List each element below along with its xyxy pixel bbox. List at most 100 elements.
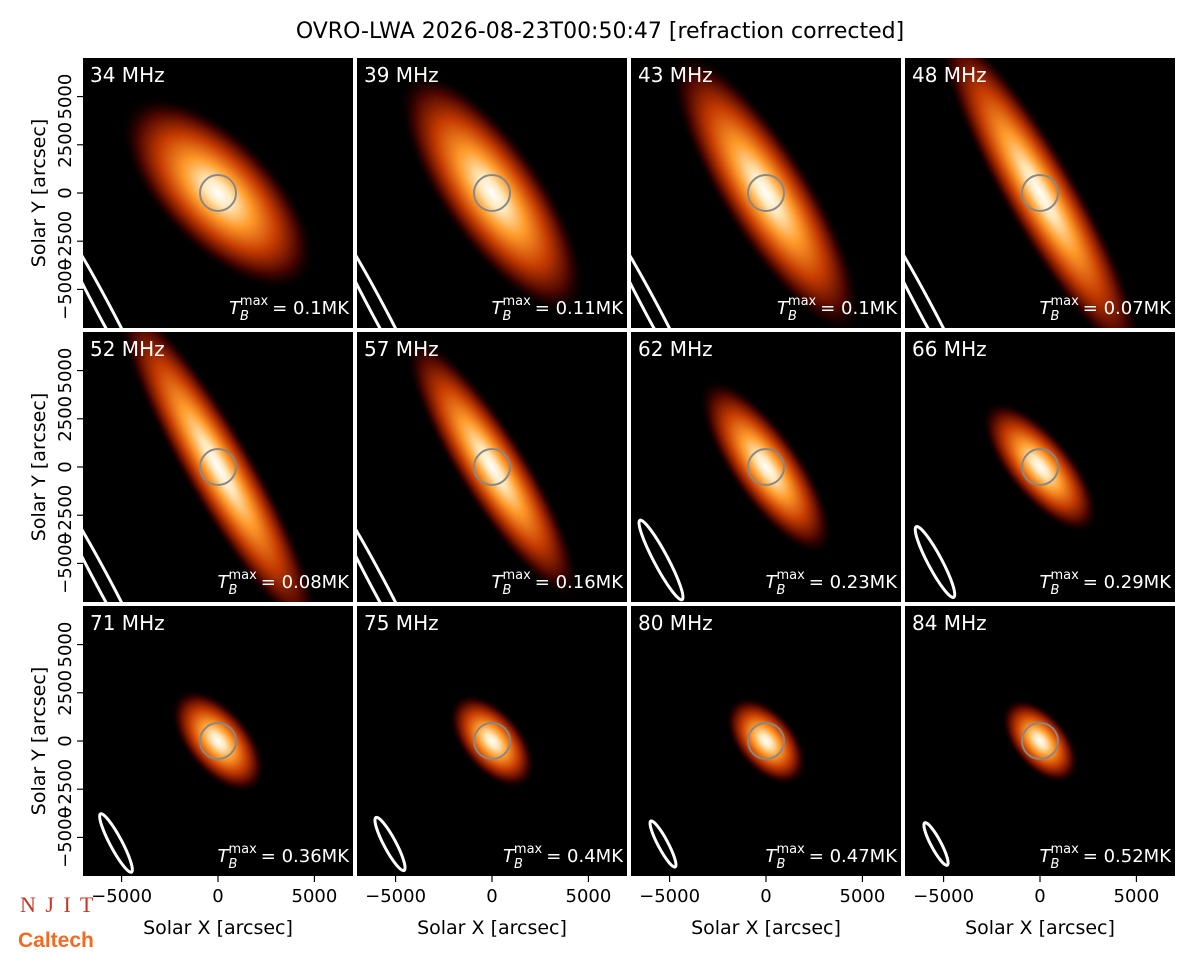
y-tick-label: −5000: [55, 533, 76, 594]
panel-image: [83, 332, 321, 602]
panel-image: [922, 698, 1079, 867]
label-symbol: T: [229, 298, 242, 319]
panel: 84 MHz TBmax = 0.52MK −5000 0 5000 Solar X [ar…: [905, 606, 1175, 939]
label-symbol: T: [492, 298, 505, 319]
label-symbol: T: [766, 846, 779, 867]
brightness-label: TBmax = 0.16MK: [492, 568, 625, 598]
y-tick-label: 2500: [55, 122, 76, 168]
label-subscript: B: [240, 309, 249, 324]
emission: [725, 696, 807, 786]
frequency-label: 43 MHz: [638, 63, 713, 87]
panel: 39 MHz TBmax = 0.11MK: [357, 58, 627, 328]
label-superscript: max: [1050, 568, 1079, 583]
brightness-label: TBmax = 0.52MK: [1040, 842, 1173, 872]
x-tick-label: −5000: [913, 886, 974, 907]
beam: [357, 487, 429, 602]
label-superscript: max: [228, 842, 257, 857]
emission: [115, 332, 321, 602]
label-superscript: max: [228, 568, 257, 583]
panel-image: [637, 378, 834, 602]
frequency-label: 62 MHz: [638, 337, 713, 361]
panel: 75 MHz TBmax = 0.4MK −5000 0 5000 Solar X [arc…: [357, 606, 627, 939]
beam: [98, 812, 134, 874]
y-axis-label: Solar Y [arcsec]: [28, 393, 50, 541]
beam: [648, 819, 678, 869]
label-subscript: B: [229, 857, 238, 872]
y-tick-label: 5000: [55, 74, 76, 120]
label-superscript: max: [776, 842, 805, 857]
x-tick-label: 0: [1034, 886, 1045, 907]
emission: [981, 400, 1099, 534]
y-tick-label: 5000: [55, 622, 76, 668]
frequency-label: 48 MHz: [912, 63, 987, 87]
label-subscript: B: [503, 583, 512, 598]
emission: [120, 95, 316, 291]
label-symbol: T: [777, 298, 790, 319]
panel: 80 MHz TBmax = 0.47MK −5000 0 5000 Solar X [ar…: [631, 606, 901, 939]
x-axis-label: Solar X [arcsec]: [691, 917, 841, 939]
label-subscript: B: [1051, 309, 1060, 324]
label-subscript: B: [229, 583, 238, 598]
y-axis-label: Solar Y [arcsec]: [28, 667, 50, 815]
frequency-label: 39 MHz: [364, 63, 439, 87]
frequency-label: 80 MHz: [638, 611, 713, 635]
brightness-label: TBmax = 0.29MK: [1040, 568, 1173, 598]
panel-image: [357, 70, 586, 328]
panel-image: [83, 95, 316, 328]
emission: [670, 58, 862, 328]
x-tick-label: −5000: [91, 886, 152, 907]
x-tick-label: 0: [212, 886, 223, 907]
x-tick-label: 5000: [292, 886, 338, 907]
beam: [905, 213, 977, 328]
panel-image: [373, 693, 536, 873]
y-tick-label: 5000: [55, 348, 76, 394]
panel: 62 MHz TBmax = 0.23MK: [631, 332, 901, 602]
solar-disk: [1021, 722, 1059, 760]
frequency-label: 75 MHz: [364, 611, 439, 635]
brightness-label: TBmax = 0.07MK: [1040, 294, 1173, 324]
brightness-label: TBmax = 0.23MK: [766, 568, 899, 598]
panel-image: [905, 58, 1143, 328]
emission: [1001, 698, 1079, 784]
label-superscript: max: [514, 842, 543, 857]
label-subscript: B: [1051, 583, 1060, 598]
x-tick-label: 0: [760, 886, 771, 907]
njit-logo: N J I T: [20, 892, 95, 917]
beam: [631, 213, 703, 328]
label-symbol: T: [766, 572, 779, 593]
frequency-label: 57 MHz: [364, 337, 439, 361]
value-label: = 0.11MK: [535, 298, 624, 319]
value-label: = 0.29MK: [1083, 572, 1172, 593]
panel-image: [98, 688, 266, 874]
value-label: = 0.16MK: [535, 572, 624, 593]
label-superscript: max: [240, 294, 269, 309]
value-label: = 0.4MK: [546, 846, 624, 867]
label-subscript: B: [777, 583, 786, 598]
frequency-label: 84 MHz: [912, 611, 987, 635]
label-symbol: T: [1040, 298, 1053, 319]
label-symbol: T: [218, 572, 231, 593]
value-label: = 0.52MK: [1083, 846, 1172, 867]
frequency-label: 52 MHz: [90, 337, 165, 361]
value-label: = 0.1MK: [272, 298, 350, 319]
label-superscript: max: [788, 294, 817, 309]
solar-disk: [747, 174, 785, 212]
label-superscript: max: [502, 294, 531, 309]
y-tick-label: −2500: [55, 211, 76, 272]
brightness-label: TBmax = 0.1MK: [777, 294, 898, 324]
beam: [83, 487, 155, 602]
solar-disk: [199, 174, 237, 212]
frequency-label: 66 MHz: [912, 337, 987, 361]
brightness-label: TBmax = 0.11MK: [492, 294, 625, 324]
emission: [937, 58, 1143, 328]
emission: [398, 70, 586, 316]
value-label: = 0.23MK: [809, 572, 898, 593]
caltech-logo: Caltech: [18, 929, 94, 952]
beam: [357, 213, 429, 328]
panel: 57 MHz TBmax = 0.16MK: [357, 332, 627, 602]
label-subscript: B: [777, 857, 786, 872]
solar-disk: [1021, 174, 1059, 212]
panel: 34 MHz TBmax = 0.1MK −5000−2500 0 25005000Sol…: [28, 58, 353, 328]
value-label: = 0.36MK: [261, 846, 350, 867]
